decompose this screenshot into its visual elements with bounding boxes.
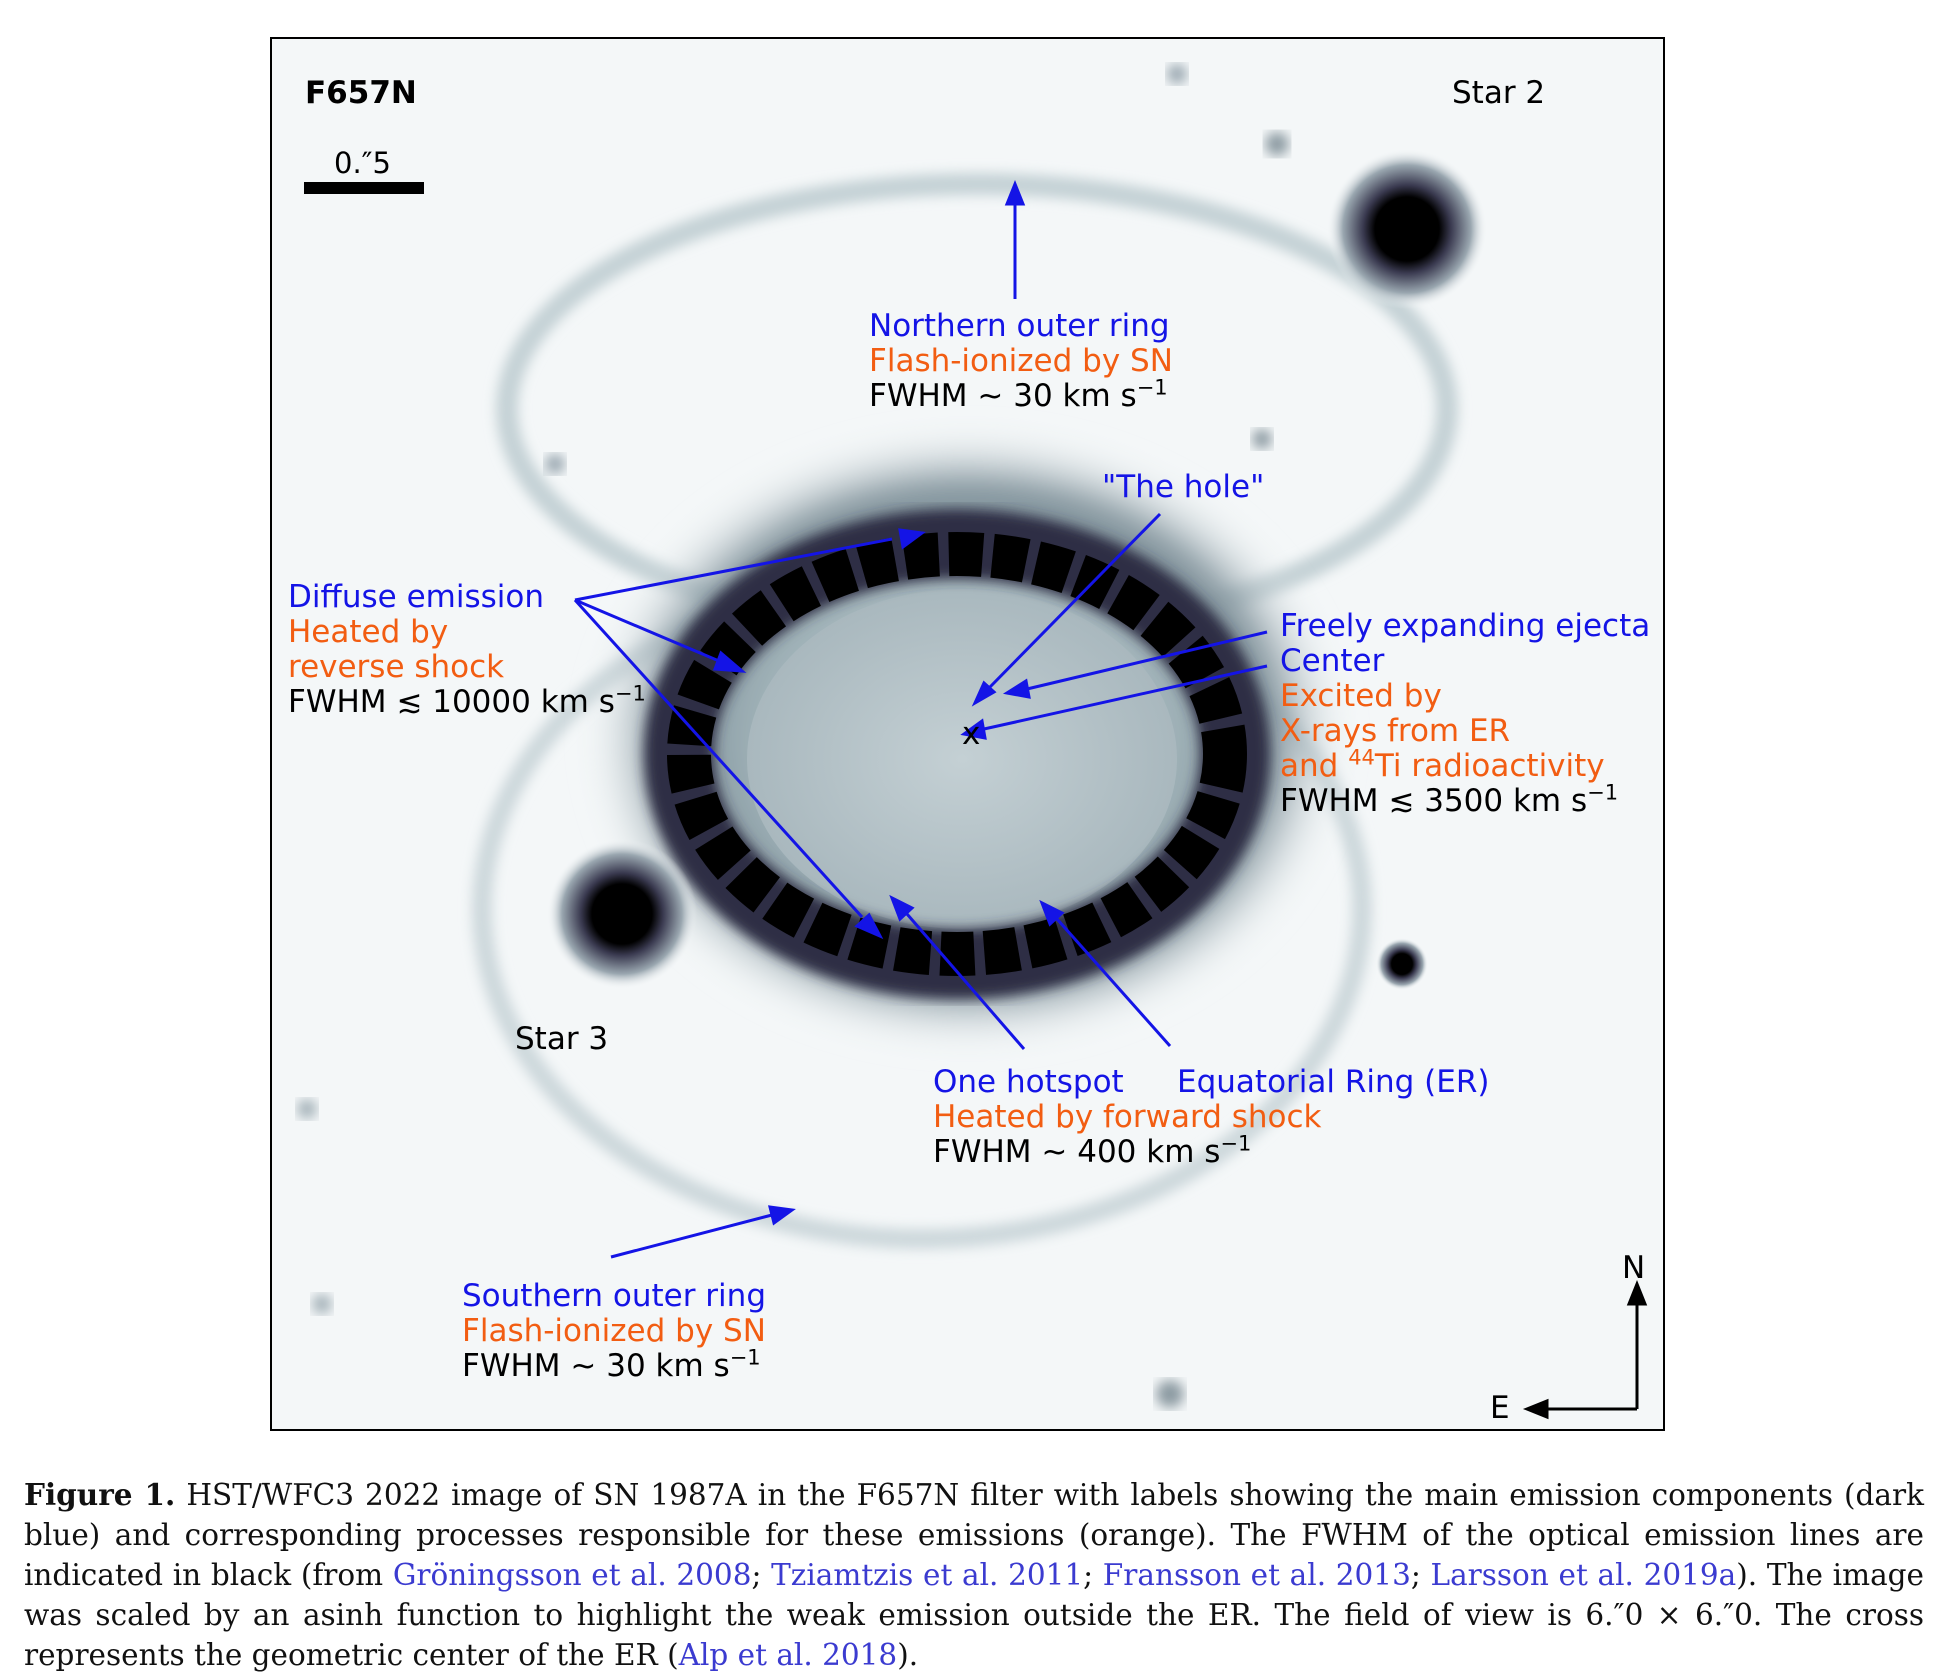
southern-ring-fwhm: FWHM ~ 30 km s−1 <box>462 1345 761 1384</box>
point-source <box>1167 64 1187 84</box>
caption-reference-link[interactable]: Alp et al. 2018 <box>678 1638 898 1672</box>
point-source <box>1265 132 1289 156</box>
diffuse-component: Diffuse emission <box>288 579 544 615</box>
scale-bar <box>304 182 424 194</box>
hole-label: "The hole" <box>1102 469 1265 505</box>
annotation-arrows <box>573 179 1268 1259</box>
star-3 <box>547 839 697 989</box>
ejecta-process-2: X-rays from ER <box>1280 713 1511 749</box>
star-2 <box>1327 149 1487 309</box>
diffuse-process-1: Heated by <box>288 614 449 650</box>
filter-label: F657N <box>305 75 417 111</box>
inner-ejecta <box>747 589 1177 929</box>
caption-reference-link[interactable]: Fransson et al. 2013 <box>1102 1558 1411 1592</box>
caption-reference-link[interactable]: Larsson et al. 2019a <box>1430 1558 1737 1592</box>
astronomical-image-panel: F657N 0.″5 Star 2 Star 3 x N E Northern … <box>270 37 1665 1431</box>
scale-bar-label: 0.″5 <box>334 146 391 180</box>
point-source <box>297 1099 317 1119</box>
ejecta-process-1: Excited by <box>1280 678 1442 714</box>
southern-ring-process: Flash-ionized by SN <box>462 1313 766 1349</box>
diffuse-fwhm: FWHM ≲ 10000 km s−1 <box>288 681 646 720</box>
sn1987a-image <box>272 39 1663 1429</box>
caption-label: Figure 1. <box>24 1477 176 1512</box>
hotspot-component: One hotspot <box>933 1064 1124 1100</box>
ejecta-fwhm: FWHM ≲ 3500 km s−1 <box>1280 780 1619 819</box>
point-source <box>545 454 565 474</box>
compass-east-label: E <box>1490 1390 1510 1426</box>
point-source <box>312 1294 332 1314</box>
caption-text: HST/WFC3 2022 image of SN 1987A in the F… <box>24 1478 1924 1592</box>
ejecta-process-3: and 44Ti radioactivity <box>1280 745 1605 784</box>
center-cross: x <box>962 716 981 752</box>
equatorial-ring <box>667 532 1247 976</box>
star-2-label: Star 2 <box>1452 75 1546 111</box>
ejecta-center: Center <box>1280 643 1385 679</box>
hotspot-fwhm: FWHM ~ 400 km s−1 <box>933 1131 1252 1170</box>
caption-text: ). The image was scaled by an asinh func… <box>24 1558 1925 1672</box>
diffuse-process-2: reverse shock <box>288 649 505 685</box>
point-source <box>1252 429 1272 449</box>
southern-ring-component: Southern outer ring <box>462 1278 766 1314</box>
point-source <box>1376 938 1428 990</box>
point-source <box>1156 1380 1184 1408</box>
northern-ring-component: Northern outer ring <box>869 308 1170 344</box>
caption-reference-link[interactable]: Gröningsson et al. 2008 <box>392 1558 752 1592</box>
figure-caption: Figure 1. HST/WFC3 2022 image of SN 1987… <box>24 1477 1925 1672</box>
northern-ring-fwhm: FWHM ~ 30 km s−1 <box>869 375 1168 414</box>
ejecta-component: Freely expanding ejecta <box>1280 608 1651 644</box>
compass-north-label: N <box>1622 1250 1646 1286</box>
hotspot-process: Heated by forward shock <box>933 1099 1322 1135</box>
northern-ring-process: Flash-ionized by SN <box>869 343 1173 379</box>
caption-reference-link[interactable]: Tziamtzis et al. 2011 <box>771 1558 1084 1592</box>
compass <box>1522 1279 1648 1420</box>
star-3-label: Star 3 <box>515 1021 609 1057</box>
er-component: Equatorial Ring (ER) <box>1177 1064 1490 1100</box>
